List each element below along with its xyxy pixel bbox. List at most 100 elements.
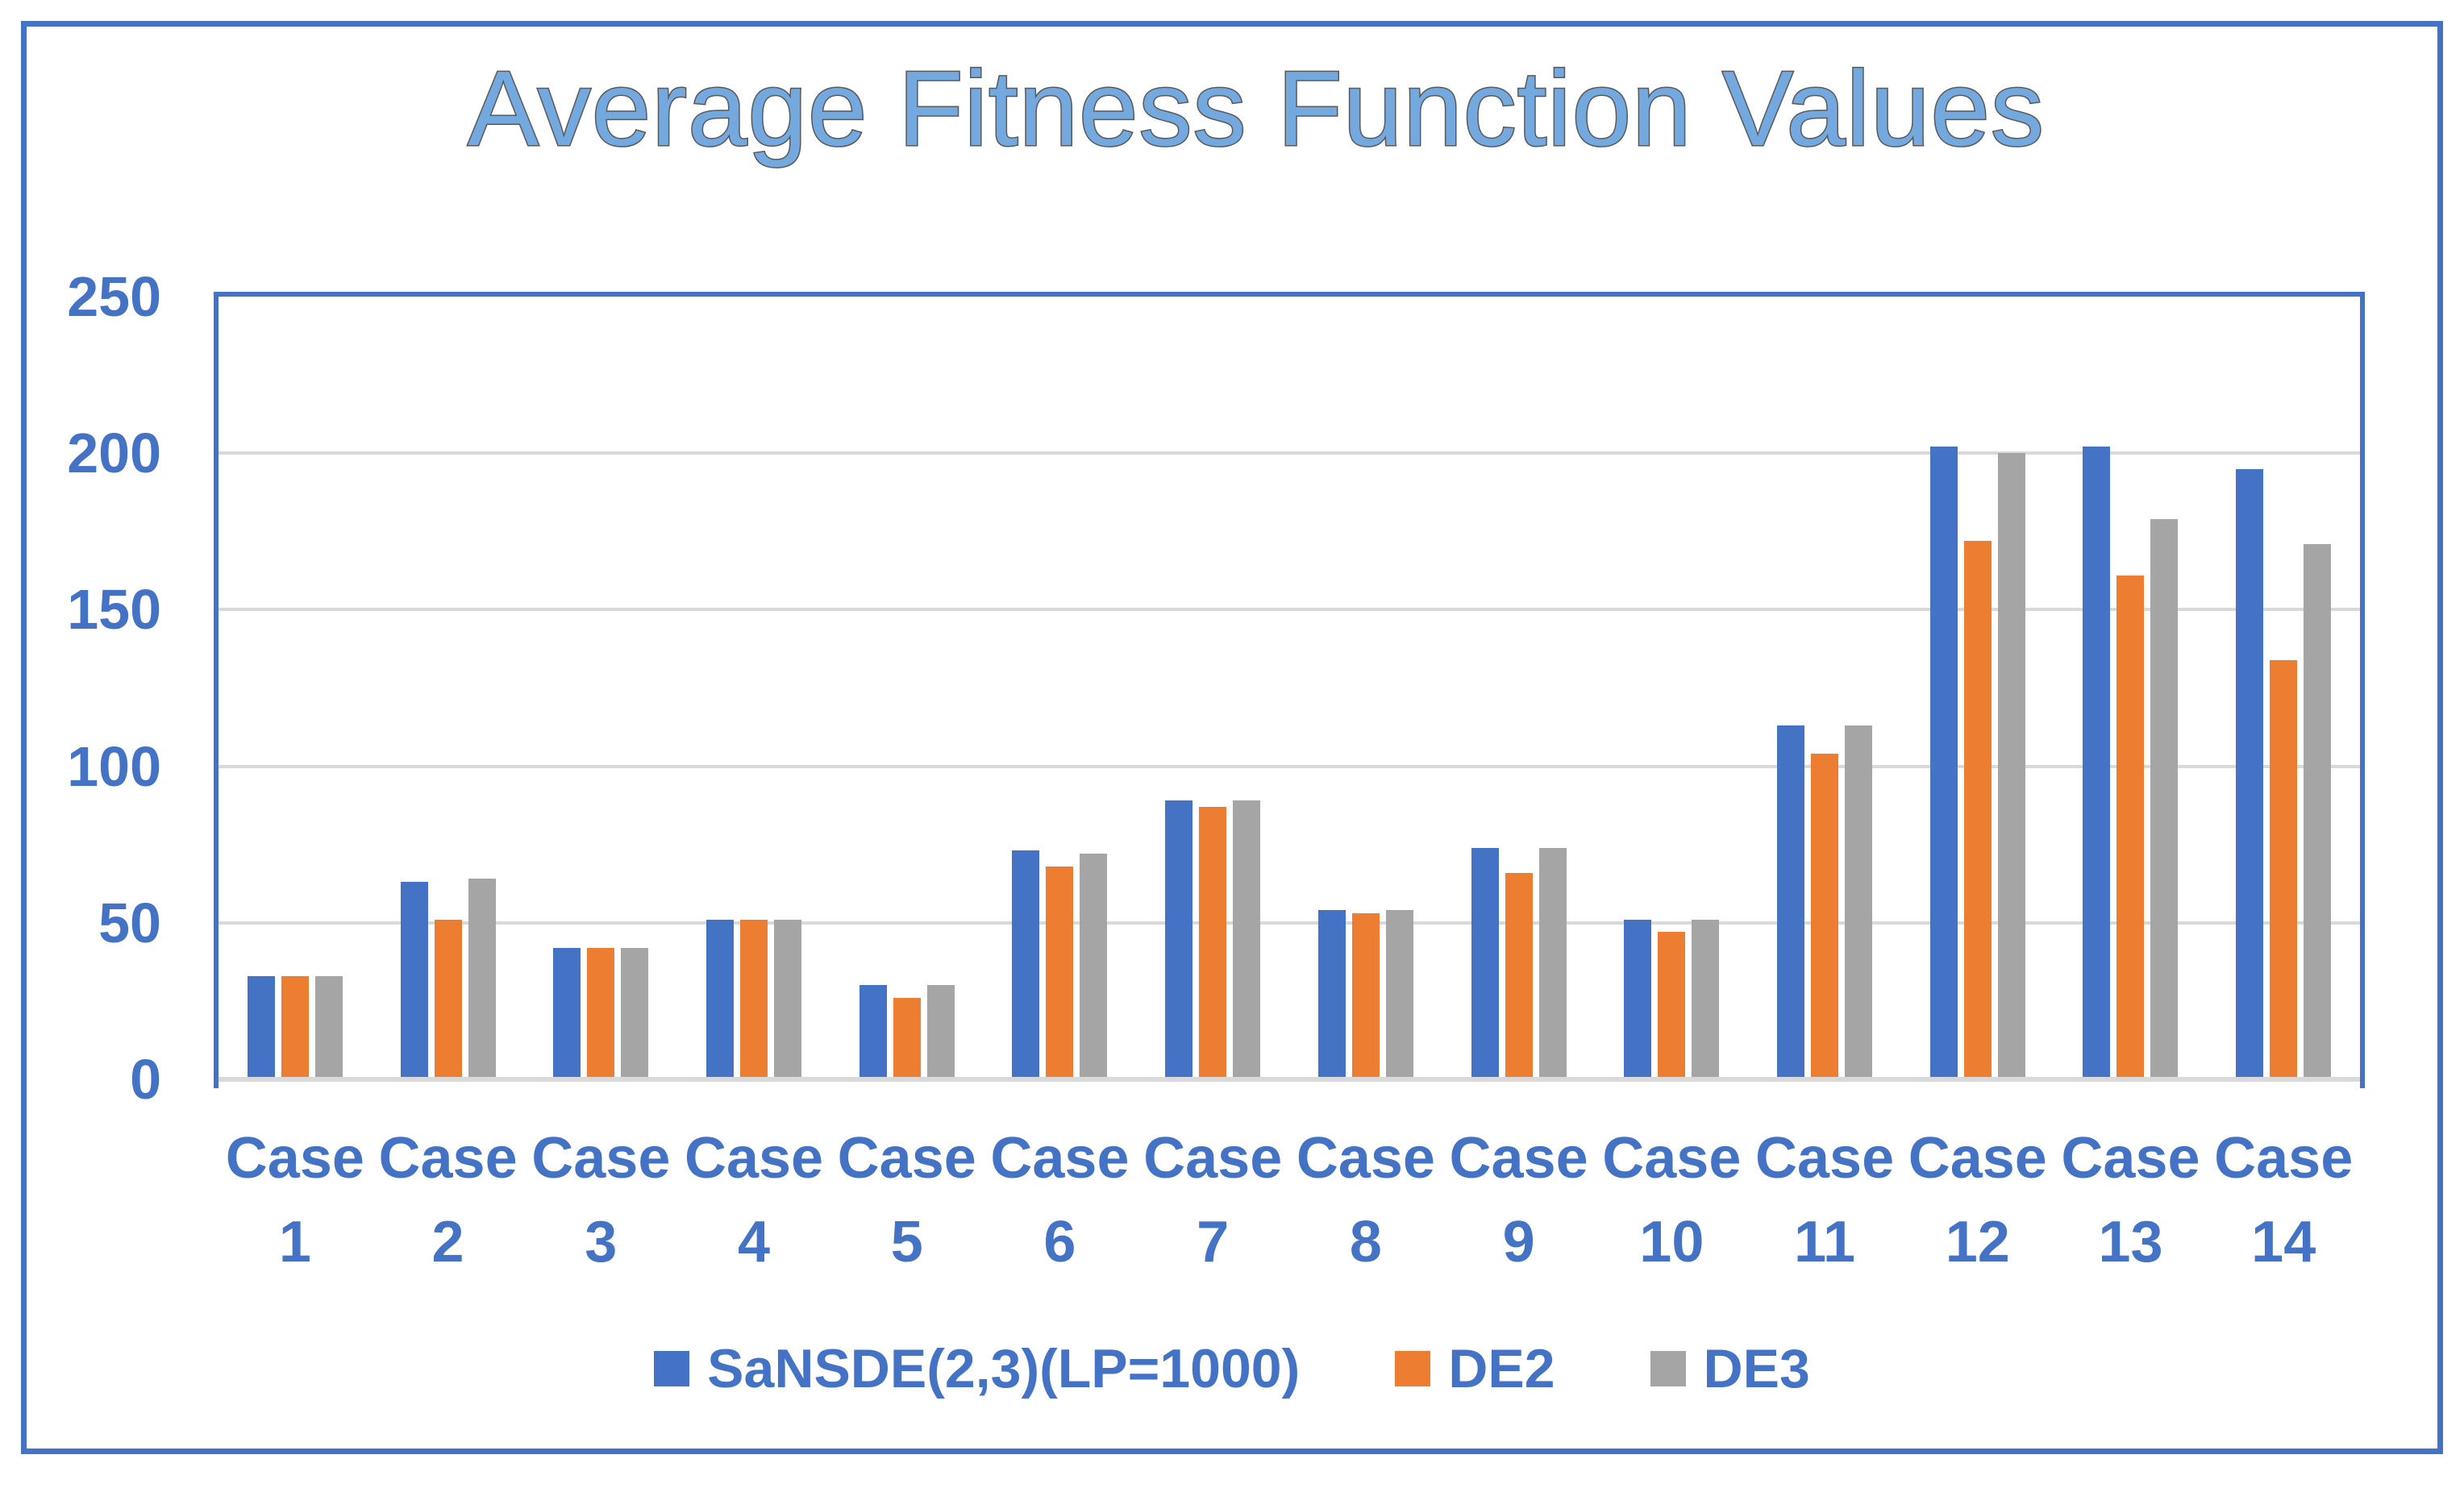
y-axis: 0 50 100 150 200 250 [24,0,161,1488]
bar-case-10-sansde-2-3-lp-1000 [1624,920,1651,1079]
bar-case-5-sansde-2-3-lp-1000 [859,985,887,1079]
x-label-case-4: Case 4 [677,1116,830,1302]
bar-case-9-sansde-2-3-lp-1000 [1471,848,1499,1079]
legend-label: DE2 [1448,1338,1555,1399]
gridline-200 [219,451,2360,455]
gridline-50 [219,921,2360,925]
x-label-line: 4 [737,1210,771,1274]
bar-case-6-sansde-2-3-lp-1000 [1012,850,1039,1079]
bar-case-6-de2 [1046,867,1073,1079]
bar-case-1-de3 [315,976,343,1079]
legend-swatch-icon [654,1351,690,1386]
y-tick-label-100: 100 [67,735,161,798]
bar-case-5-de3 [927,985,955,1079]
y-tick-label-0: 0 [130,1048,161,1111]
x-label-line: 3 [585,1210,618,1274]
y-tick-label-50: 50 [98,892,161,954]
gridline-100 [219,765,2360,768]
plot-grid-and-bars [219,297,2360,1082]
bar-case-8-de2 [1352,913,1380,1079]
bar-case-10-de3 [1692,920,1719,1079]
bar-case-8-de3 [1386,910,1413,1079]
x-label-case-6: Case 6 [984,1116,1137,1302]
bar-case-10-de2 [1658,932,1685,1079]
legend-label: DE3 [1703,1338,1810,1399]
bar-case-14-de2 [2270,660,2297,1079]
x-label-line: 7 [1197,1210,1230,1274]
legend: SaNSDE(2,3)(LP=1000) DE2 DE3 [0,1328,2464,1409]
bar-case-4-sansde-2-3-lp-1000 [706,920,734,1079]
x-label-line: Case [1754,1126,1895,1191]
x-label-line: 14 [2251,1210,2316,1274]
legend-item-de3: DE3 [1650,1336,1810,1401]
bar-case-4-de3 [774,920,801,1079]
bar-case-11-sansde-2-3-lp-1000 [1777,725,1804,1079]
bar-case-11-de2 [1811,754,1838,1079]
gridline-150 [219,608,2360,611]
x-label-case-14: Case 14 [2207,1116,2360,1302]
x-label-line: 6 [1043,1210,1076,1274]
x-label-line: 13 [2098,1210,2163,1274]
bar-case-12-de3 [1998,453,2025,1079]
bar-case-1-sansde-2-3-lp-1000 [248,976,275,1079]
bar-case-7-de3 [1233,800,1260,1079]
x-label-case-9: Case 9 [1442,1116,1596,1302]
x-label-line: 5 [890,1210,923,1274]
x-label-case-13: Case 13 [2054,1116,2208,1302]
bar-case-13-de3 [2150,519,2178,1079]
bar-case-9-de2 [1505,873,1533,1079]
x-label-case-12: Case 12 [1901,1116,2054,1302]
bar-case-2-sansde-2-3-lp-1000 [401,882,428,1079]
bar-case-5-de2 [893,998,921,1079]
x-label-line: Case [684,1126,824,1191]
bar-case-7-sansde-2-3-lp-1000 [1165,800,1192,1079]
bar-case-8-sansde-2-3-lp-1000 [1318,910,1346,1079]
bar-case-3-de3 [621,948,648,1079]
x-label-line: 9 [1502,1210,1535,1274]
x-label-case-11: Case 11 [1748,1116,1901,1302]
legend-item-sansde-2-3-lp-1000: SaNSDE(2,3)(LP=1000) [654,1336,1300,1401]
x-label-line: Case [531,1126,671,1191]
x-label-line: 10 [1639,1210,1704,1274]
bar-case-7-de2 [1199,807,1226,1079]
x-label-line: Case [378,1126,518,1191]
x-label-line: 1 [278,1210,311,1274]
x-label-line: Case [1908,1126,2047,1191]
bar-case-12-de2 [1964,541,1992,1079]
bar-case-14-sansde-2-3-lp-1000 [2236,469,2263,1079]
bar-case-13-sansde-2-3-lp-1000 [2083,447,2110,1079]
x-label-line: Case [2214,1126,2354,1191]
x-label-line: 2 [431,1210,464,1274]
bar-case-6-de3 [1080,854,1107,1079]
bar-case-11-de3 [1845,725,1872,1079]
bar-case-3-sansde-2-3-lp-1000 [553,948,581,1079]
x-label-case-5: Case 5 [830,1116,984,1302]
bar-case-2-de2 [435,920,462,1079]
chart-outer-border [21,21,2443,1454]
x-axis-baseline [219,1077,2360,1082]
x-label-case-8: Case 8 [1289,1116,1442,1302]
chart-title: Average Fitness Function Values [467,48,2046,169]
bar-case-9-de3 [1539,848,1567,1079]
y-tick-label-250: 250 [67,265,161,328]
x-label-line: 12 [1945,1210,2010,1274]
legend-swatch-icon [1395,1351,1431,1386]
y-tick-label-200: 200 [67,422,161,484]
bar-case-2-de3 [468,879,496,1079]
x-label-line: Case [1143,1126,1283,1191]
x-label-line: Case [2061,1126,2200,1191]
bar-case-13-de2 [2116,576,2144,1079]
x-label-line: Case [1296,1126,1435,1191]
x-label-line: Case [1602,1126,1742,1191]
x-label-line: Case [1449,1126,1588,1191]
legend-label: SaNSDE(2,3)(LP=1000) [707,1338,1301,1399]
x-label-case-7: Case 7 [1136,1116,1289,1302]
x-label-line: Case [837,1126,976,1191]
bar-case-1-de2 [281,976,309,1079]
x-label-line: Case [990,1126,1130,1191]
bar-case-3-de2 [587,948,614,1079]
x-label-case-10: Case 10 [1595,1116,1748,1302]
x-label-line: 11 [1793,1210,1856,1274]
x-label-line: Case [225,1126,364,1191]
